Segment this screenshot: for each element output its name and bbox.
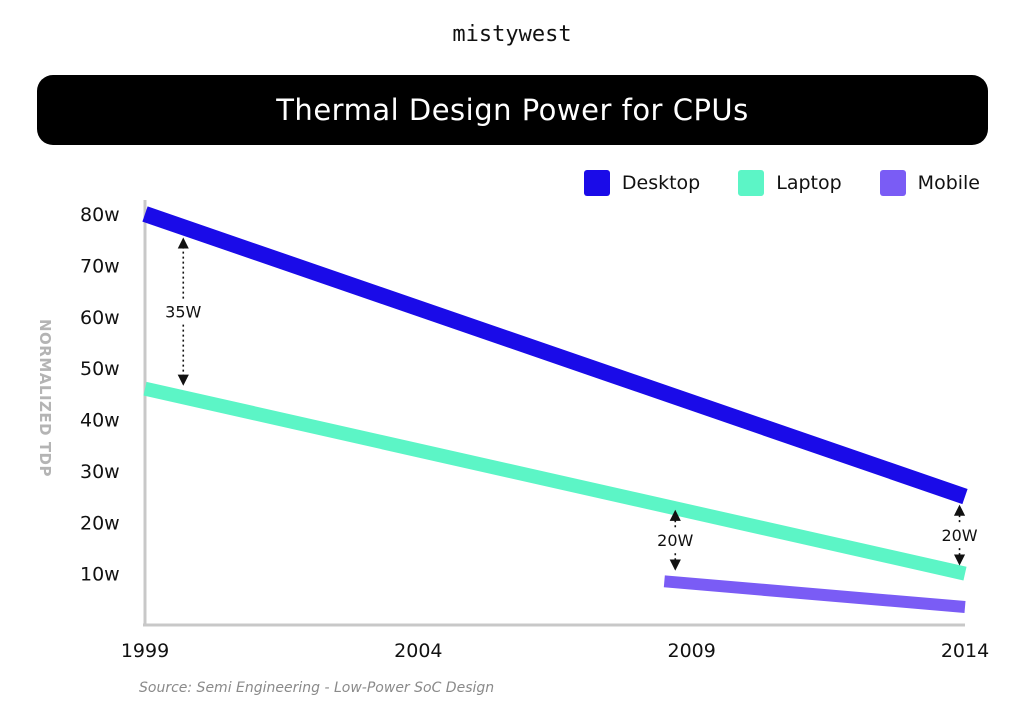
- legend-label-desktop: Desktop: [621, 172, 701, 194]
- legend-item-laptop: Laptop: [738, 170, 842, 196]
- legend-swatch-desktop: [583, 170, 610, 196]
- brand-logo-text: mistywest: [452, 22, 572, 47]
- legend-label-mobile: Mobile: [917, 172, 980, 194]
- annotation-label: 20W: [657, 531, 693, 550]
- x-tick-label: 1999: [121, 640, 169, 662]
- legend-swatch-laptop: [738, 170, 765, 196]
- legend-label-laptop: Laptop: [776, 172, 842, 194]
- y-tick-label: 70w: [80, 255, 120, 277]
- y-tick-label: 10w: [80, 564, 120, 586]
- annotation-label-bg: [937, 524, 982, 547]
- legend-item-mobile: Mobile: [879, 170, 980, 196]
- annotation-label: 35W: [165, 303, 201, 322]
- x-tick-label: 2014: [941, 640, 989, 662]
- chart-title-bar: Thermal Design Power for CPUs: [37, 75, 988, 145]
- series-line-laptop: [143, 381, 967, 581]
- chart-title: Thermal Design Power for CPUs: [276, 93, 749, 127]
- annotation-label-bg: [161, 300, 206, 323]
- y-axis-title: NORMALIZED TDP: [36, 319, 54, 477]
- legend: Desktop Laptop Mobile: [546, 170, 980, 196]
- source-note: Source: Semi Engineering - Low-Power SoC…: [139, 680, 495, 696]
- annotation-label: 20W: [941, 526, 977, 545]
- y-tick-label: 80w: [80, 204, 120, 226]
- x-tick-label: 2009: [667, 640, 715, 662]
- annotation-label-bg: [653, 529, 698, 552]
- y-tick-label: 50w: [80, 358, 120, 380]
- series-line-desktop: [142, 206, 968, 505]
- legend-swatch-mobile: [879, 170, 906, 196]
- y-tick-label: 30w: [80, 461, 120, 483]
- y-tick-label: 60w: [80, 307, 120, 329]
- series-line-mobile: [663, 575, 966, 613]
- x-tick-label: 2004: [394, 640, 442, 662]
- legend-item-desktop: Desktop: [583, 170, 701, 196]
- y-tick-label: 20w: [80, 512, 120, 534]
- y-tick-label: 40w: [80, 410, 120, 432]
